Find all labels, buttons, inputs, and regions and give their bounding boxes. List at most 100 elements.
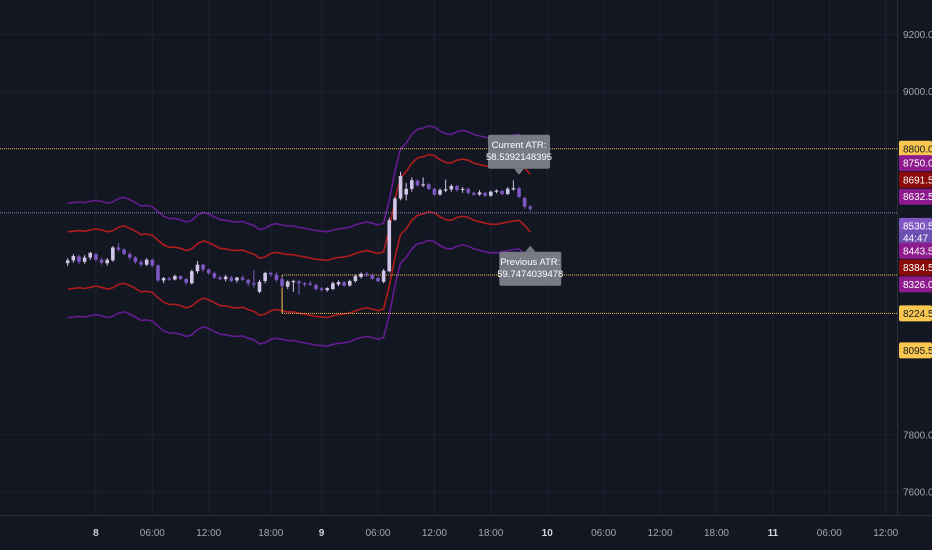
time-tick-label: 06:00 [591,528,616,539]
price-label-text: 8224.5 [903,309,932,320]
candle-body [421,184,425,186]
price-label-badge [899,342,932,359]
candle-body [347,280,352,286]
price-label-badge [899,171,932,188]
candle-body [449,185,454,190]
time-tick-label: 18:00 [704,528,729,539]
time-tick-label: 12:00 [422,528,447,539]
price-label-text: 8095.5 [903,346,932,357]
price-label-badge [899,242,932,259]
price-label-text: 8326.0 [903,280,932,291]
candle-body [494,190,499,192]
price-tick-label: 9200.0 [903,30,932,41]
price-label-text: 8800.0 [903,144,932,155]
price-label-text: 8632.5 [903,192,932,203]
atr-annotation-value: 59.7474039478 [497,269,563,280]
price-label-text: 8384.5 [903,263,932,274]
price-label-text: 8691.5 [903,175,932,186]
candle-body [342,282,346,286]
candle-body [218,277,222,280]
candle-body [105,259,109,264]
time-tick-label: 11 [768,528,779,539]
time-tick-label: 06:00 [140,528,165,539]
candle-body [443,189,448,191]
atr-annotation-pointer [514,168,525,175]
candle-body [99,259,104,263]
time-axis[interactable]: 8 06:00 12:00 18:00 9 06:00 12:00 18:00 10 06:00 1… [0,515,932,540]
price-label-badge [899,188,932,205]
price-label-badge [899,276,932,293]
candle-body [387,220,392,272]
lower-outer-band [67,239,531,348]
candle-body [156,265,160,281]
time-tick-label: 12:00 [648,528,673,539]
candle-body [280,278,284,287]
candle-body [127,254,132,258]
candle-body [415,180,420,186]
candle-body [223,276,228,280]
price-axis[interactable]: 9200.0 9000.0 7800.0 7600.0 8800.0 8750.0 8691… [897,0,932,515]
price-label-badge [899,259,932,276]
candle-body [212,273,217,278]
candle-body [410,180,414,189]
candle-body [268,272,273,275]
upper-inner-band [67,153,531,262]
atr-annotation-box [488,134,551,169]
atr-annotation-value: 58.5392148395 [486,152,552,163]
candle-body [331,283,335,289]
atr-annotation-box [499,251,562,286]
time-tick-label: 10 [542,528,554,539]
candle-body [161,278,166,281]
candle-body [438,189,442,195]
candle-body [359,273,363,277]
candle-body [319,288,324,291]
atr-annotation-title: Previous ATR: [500,257,560,268]
candle-body [139,262,143,265]
candle-body [71,256,76,261]
candle-body [308,283,313,285]
price-label-text: 8750.0 [903,159,932,170]
candle-body [325,288,330,291]
time-tick-label: 12:00 [873,528,898,539]
time-tick-label: 9 [319,528,325,539]
atr-annotation-title: Current ATR: [492,140,547,151]
atr-annotation-pointer [525,245,536,252]
candle-body [460,188,465,191]
price-label-badge [899,140,932,157]
candle-body [229,277,234,281]
time-tick-label: 18:00 [258,528,283,539]
candle-body [116,247,121,250]
candle-body [246,279,251,284]
candle-body [432,188,437,195]
candle-body [111,247,115,261]
candle-body [150,259,155,266]
candle-body [274,274,279,280]
price-label-text: 8530.5 [903,221,932,232]
candle-body [133,257,138,262]
time-tick-label: 06:00 [817,528,842,539]
candle-body [314,284,318,289]
candle-body [144,259,149,265]
candle-body [178,276,183,279]
time-tick-label: 18:00 [478,528,503,539]
price-tick-label: 9000.0 [903,87,932,98]
candle-body [82,257,87,262]
candle-body [206,269,211,274]
candle-body [528,206,533,209]
candle-body [336,282,341,285]
candle-body [77,256,81,262]
price-label-badge [899,217,932,234]
candle-body [201,264,205,270]
price-label-badge [899,155,932,172]
candle-body [370,275,375,279]
candle-body [297,281,301,284]
candle-body [477,192,482,195]
grid-lines [0,0,897,515]
candle-body [122,249,126,254]
atr-annotations: Current ATR:58.5392148395 Previous ATR:59… [486,134,563,286]
candle-body [173,276,177,280]
candle-body [404,188,408,195]
candle-body [285,281,290,287]
candle-body [522,197,527,207]
